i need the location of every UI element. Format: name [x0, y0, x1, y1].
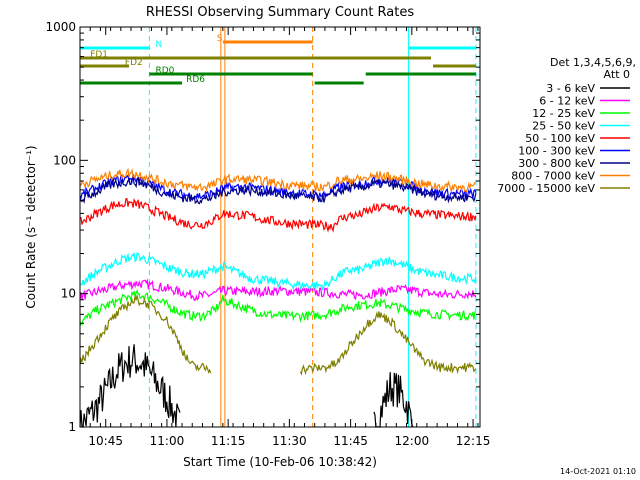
- legend-label: 100 - 300 keV: [518, 145, 595, 158]
- state-bar-label: RD0: [156, 66, 175, 76]
- series-line: [79, 289, 477, 327]
- x-tick-label: 12:00: [395, 434, 430, 448]
- series-50-100-kev: [79, 197, 477, 233]
- series-line: [79, 252, 477, 291]
- y-tick-label: 10: [61, 287, 76, 301]
- series-7000-15000-kev: [79, 295, 477, 376]
- series-12-25-kev: [79, 289, 477, 327]
- y-axis-label: Count Rate (s⁻¹ detector⁻¹): [24, 145, 38, 308]
- y-axis: 1 10 100 1000: [45, 20, 480, 434]
- legend-label: 800 - 7000 keV: [511, 170, 595, 183]
- state-bar-label: FD2: [125, 58, 143, 68]
- series-800-7000-kev: [79, 167, 476, 194]
- x-tick-label: 11:00: [150, 434, 185, 448]
- legend-label: 300 - 800 keV: [518, 157, 595, 170]
- legend-label: 12 - 25 keV: [532, 107, 595, 120]
- x-axis: 10:45 11:00 11:15 11:30 11:45 12:00 12:15: [79, 27, 491, 448]
- instrument-state-lines: [148, 27, 477, 427]
- y-tick-label: 1000: [45, 20, 76, 34]
- y-tick-label: 100: [53, 153, 76, 167]
- series-25-50-kev: [79, 252, 477, 291]
- legend-header-line2: Att 0: [604, 68, 630, 81]
- series-line: [299, 310, 477, 376]
- state-bars: N S FD1 FD2 RD0 RD6: [80, 34, 476, 85]
- state-bar-label: FD1: [90, 50, 108, 60]
- legend-label: 7000 - 15000 keV: [497, 182, 595, 195]
- series-line: [79, 344, 181, 428]
- x-tick-label: 10:45: [88, 434, 123, 448]
- plot-frame: [79, 26, 481, 428]
- legend-label: 50 - 100 keV: [525, 132, 595, 145]
- x-tick-label: 11:15: [211, 434, 246, 448]
- state-bar-rd0: RD0: [149, 66, 476, 76]
- series-line: [79, 197, 477, 233]
- state-bar-label: RD6: [186, 75, 205, 85]
- series-line: [79, 278, 477, 301]
- legend-header-line1: Det 1,3,4,5,6,9,: [550, 56, 636, 69]
- x-tick-label: 11:45: [333, 434, 368, 448]
- series-group: [79, 167, 477, 428]
- x-tick-label: 12:15: [456, 434, 491, 448]
- legend-label: 6 - 12 keV: [539, 95, 595, 108]
- state-bar-label: N: [156, 40, 163, 50]
- state-bar-s: S: [217, 34, 313, 44]
- state-bar-n: N: [80, 40, 476, 50]
- state-bar-fd2: FD2: [80, 58, 476, 68]
- state-bar-label: S: [217, 34, 223, 44]
- series-6-12-kev: [79, 278, 477, 301]
- x-axis-label: Start Time (10-Feb-06 10:38:42): [183, 455, 377, 469]
- state-bar-rd6: RD6: [80, 75, 364, 85]
- footer-timestamp: 14-Oct-2021 01:10: [560, 467, 636, 476]
- x-tick-label: 11:30: [272, 434, 307, 448]
- series-line: [79, 175, 477, 205]
- series-300-800-kev: [79, 175, 477, 205]
- series-3-6-kev: [79, 344, 414, 428]
- series-line: [373, 372, 414, 428]
- legend-label: 25 - 50 keV: [532, 120, 595, 133]
- chart-title: RHESSI Observing Summary Count Rates: [146, 5, 415, 20]
- y-tick-label: 1: [68, 420, 76, 434]
- state-bar-fd1: FD1: [80, 50, 432, 60]
- series-line: [79, 295, 212, 374]
- series-line: [79, 167, 476, 194]
- legend-label: 3 - 6 keV: [546, 82, 595, 95]
